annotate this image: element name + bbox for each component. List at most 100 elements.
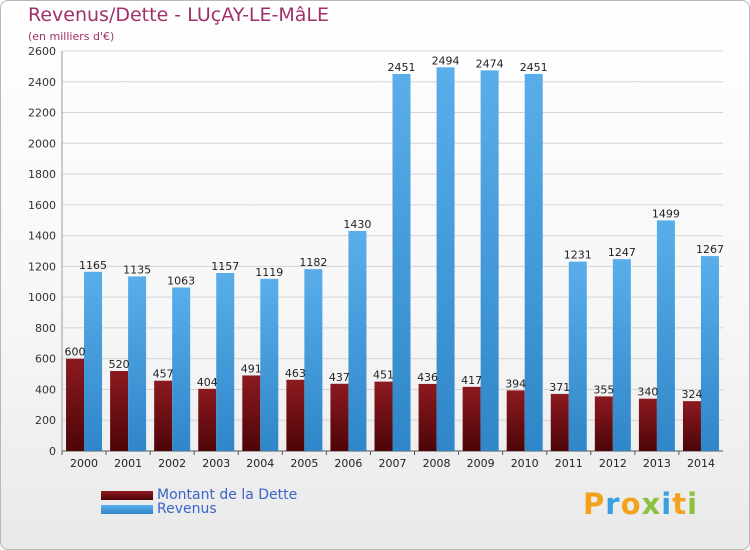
chart-subtitle: (en milliers d'€): [28, 30, 115, 43]
data-label-dette: 371: [549, 381, 570, 394]
bar-dette: [154, 380, 173, 451]
bar-revenus: [304, 269, 323, 451]
x-tick-label: 2004: [246, 457, 274, 470]
y-tick-label: 0: [49, 445, 56, 458]
y-tick-label: 800: [35, 322, 56, 335]
legend-swatch-revenus: [101, 504, 153, 514]
bar-dette: [242, 375, 261, 451]
bar-dette: [330, 383, 349, 451]
data-label-revenus: 1247: [608, 246, 636, 259]
data-label-revenus: 1182: [299, 256, 327, 269]
proxiti-logo: Proxiti: [583, 487, 699, 521]
x-tick-label: 2011: [555, 457, 583, 470]
x-tick-label: 2014: [687, 457, 715, 470]
data-label-revenus: 2494: [432, 54, 460, 67]
data-label-dette: 437: [329, 371, 350, 384]
data-label-revenus: 2474: [476, 57, 504, 70]
legend-label-revenus: Revenus: [157, 501, 217, 517]
data-label-dette: 600: [65, 346, 86, 359]
data-label-revenus: 1157: [211, 260, 239, 273]
bar-revenus: [700, 256, 719, 451]
y-tick-label: 1200: [28, 260, 56, 273]
data-label-dette: 436: [417, 371, 438, 384]
data-label-dette: 417: [461, 374, 482, 387]
bar-revenus: [524, 73, 543, 451]
x-axis-ticks: 2000 2001 2002 2003 2004 2005 2006 2007 2008 2009…: [61, 451, 715, 470]
data-labels: 600 1165 520 1135 457 1063 404 1157 491 1119 463 11…: [65, 54, 724, 401]
data-label-revenus: 1430: [343, 218, 371, 231]
legend-label-debt: Montant de la Dette: [157, 487, 298, 503]
data-label-dette: 324: [681, 388, 702, 401]
x-tick-label: 2010: [511, 457, 539, 470]
data-label-revenus: 1231: [564, 249, 592, 262]
bar-dette: [594, 396, 613, 451]
data-label-dette: 463: [285, 367, 306, 380]
bar-revenus: [348, 231, 367, 451]
data-label-revenus: 2451: [388, 61, 416, 74]
x-tick-label: 2009: [467, 457, 495, 470]
y-tick-label: 400: [35, 383, 56, 396]
data-label-dette: 355: [593, 383, 614, 396]
y-axis-ticks: 0 200 400 600 800 1000 1200 1400 1600 1800 2000 220…: [28, 45, 56, 458]
bar-revenus: [216, 273, 235, 451]
bar-dette: [462, 386, 481, 451]
data-label-dette: 340: [637, 386, 658, 399]
y-tick-label: 1400: [28, 230, 56, 243]
y-tick-label: 1000: [28, 291, 56, 304]
data-label-dette: 394: [505, 377, 526, 390]
bar-revenus: [568, 261, 587, 451]
bar-revenus: [612, 259, 631, 451]
y-tick-label: 1800: [28, 168, 56, 181]
data-label-dette: 404: [197, 376, 218, 389]
bar-revenus: [436, 67, 455, 452]
bar-revenus: [128, 276, 147, 451]
y-tick-label: 2400: [28, 76, 56, 89]
data-label-dette: 451: [373, 369, 394, 382]
bars: [66, 67, 719, 452]
bar-dette: [286, 379, 305, 451]
x-tick-label: 2006: [334, 457, 362, 470]
bar-revenus: [84, 271, 103, 451]
x-tick-label: 2005: [290, 457, 318, 470]
x-tick-label: 2013: [643, 457, 671, 470]
x-tick-label: 2000: [70, 457, 98, 470]
bar-dette: [638, 398, 657, 451]
data-label-dette: 520: [109, 358, 130, 371]
bar-revenus: [260, 278, 279, 451]
bar-dette: [506, 390, 525, 451]
x-tick-label: 2003: [202, 457, 230, 470]
bar-dette: [418, 383, 437, 451]
legend-swatch-debt: [101, 490, 153, 500]
chart-title: Revenus/Dette - LUçAY-LE-MâLE: [28, 4, 329, 26]
data-label-revenus: 2451: [520, 61, 548, 74]
data-label-revenus: 1165: [79, 259, 107, 272]
data-label-revenus: 1119: [255, 266, 283, 279]
y-tick-label: 2600: [28, 45, 56, 58]
y-tick-label: 2200: [28, 107, 56, 120]
legend-item-revenus: Revenus: [101, 501, 217, 517]
bar-dette: [374, 381, 393, 451]
x-tick-label: 2007: [379, 457, 407, 470]
bar-revenus: [172, 287, 191, 451]
y-tick-label: 200: [35, 414, 56, 427]
y-tick-label: 1600: [28, 199, 56, 212]
x-tick-label: 2001: [114, 457, 142, 470]
bar-dette: [66, 358, 85, 451]
bar-dette: [682, 401, 701, 451]
x-tick-label: 2002: [158, 457, 186, 470]
legend-item-debt: Montant de la Dette: [101, 487, 298, 503]
bar-dette: [198, 388, 217, 451]
data-label-revenus: 1063: [167, 274, 195, 287]
data-label-dette: 457: [153, 368, 174, 381]
bar-revenus: [480, 70, 499, 451]
bar-dette: [110, 371, 129, 451]
data-label-revenus: 1135: [123, 263, 151, 276]
data-label-revenus: 1499: [652, 207, 680, 220]
bar-dette: [550, 393, 569, 451]
x-tick-label: 2012: [599, 457, 627, 470]
y-tick-label: 2000: [28, 137, 56, 150]
bar-revenus: [656, 220, 675, 451]
bar-revenus: [392, 73, 411, 451]
